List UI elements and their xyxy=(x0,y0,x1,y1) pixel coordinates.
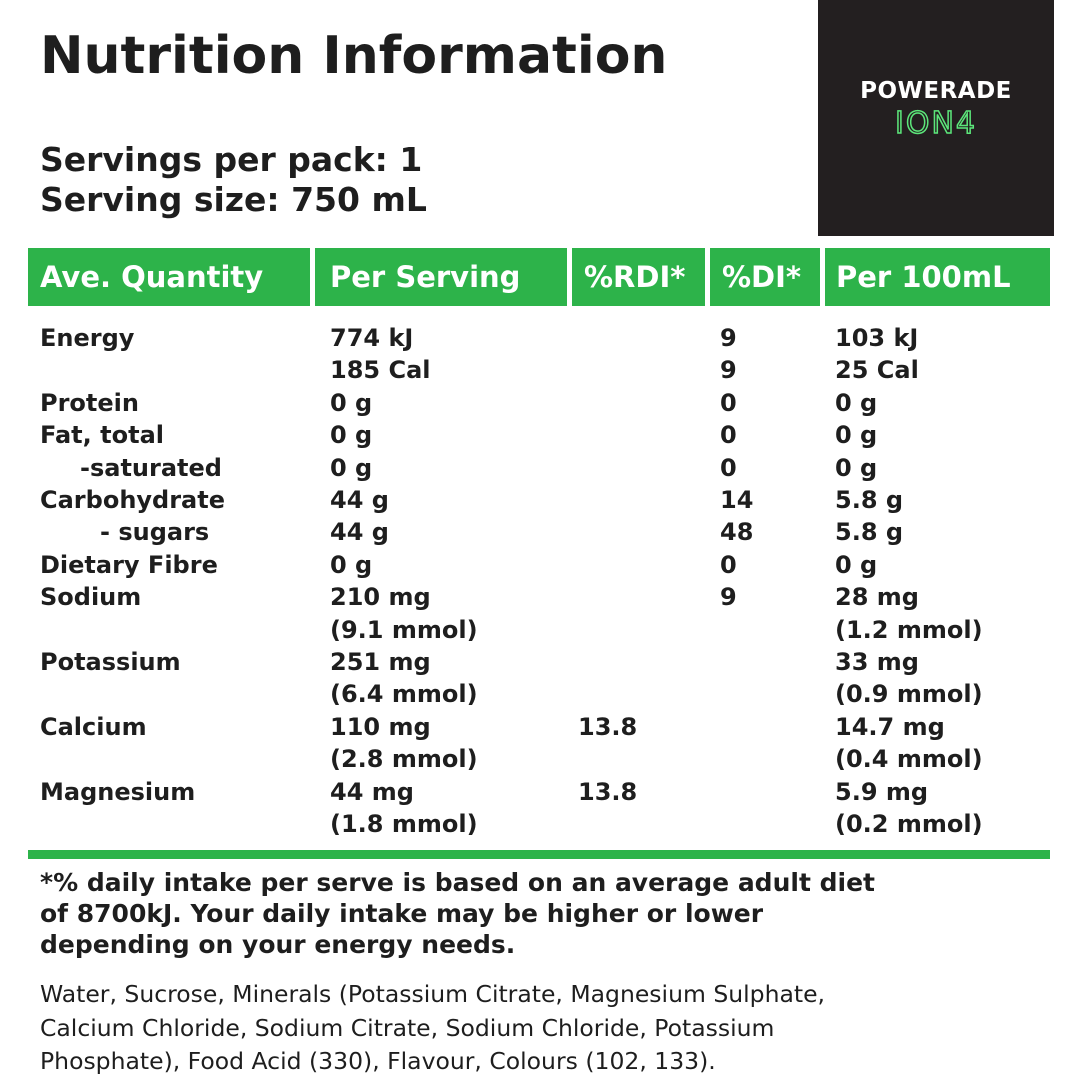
ingredients-line: Water, Sucrose, Minerals (Potassium Citr… xyxy=(40,980,826,1008)
value-cell: 0 g xyxy=(330,550,373,579)
nutrient-name: Potassium xyxy=(40,648,181,676)
value-cell: 0 xyxy=(720,550,737,579)
value-cell: 9 xyxy=(720,324,737,352)
value-cell: (0.2 mmol) xyxy=(835,810,983,838)
nutrient-name: Protein xyxy=(40,388,139,417)
value-cell: 9 xyxy=(720,583,737,612)
value-cell: 44 g xyxy=(330,486,389,514)
divider xyxy=(28,850,1050,859)
nutrient-name: Energy xyxy=(40,324,135,352)
nutrient-name: - sugars xyxy=(100,518,210,547)
value-cell: (0.9 mmol) xyxy=(835,680,983,709)
header-cell: Per 100mL xyxy=(836,260,1011,294)
value-cell: 774 kJ xyxy=(330,324,414,352)
value-cell: 13.8 xyxy=(578,712,638,741)
header-separator xyxy=(567,248,572,306)
value-cell: 210 mg xyxy=(330,583,431,612)
nutrient-name: Fat, total xyxy=(40,421,164,450)
value-cell: (0.4 mmol) xyxy=(835,745,983,774)
value-cell: (1.8 mmol) xyxy=(330,810,478,838)
header-separator xyxy=(820,248,825,306)
header-cell: %RDI* xyxy=(584,260,686,294)
value-cell: 103 kJ xyxy=(835,324,919,352)
value-cell: (9.1 mmol) xyxy=(330,615,478,644)
servings-per-pack: Servings per pack: 1 xyxy=(40,140,423,179)
value-cell: 5.9 mg xyxy=(835,777,929,806)
header-separator xyxy=(310,248,315,306)
value-cell: (6.4 mmol) xyxy=(330,680,478,709)
serving-size: Serving size: 750 mL xyxy=(40,180,427,219)
footnote-line: *% daily intake per serve is based on an… xyxy=(40,868,875,897)
value-cell: 0 xyxy=(720,388,737,417)
value-cell: 14.7 mg xyxy=(835,712,945,741)
value-cell: (1.2 mmol) xyxy=(835,615,983,644)
value-cell: 14 xyxy=(720,486,754,514)
logo: POWERADE ION4 xyxy=(818,0,1054,236)
value-cell: 0 xyxy=(720,421,737,450)
value-cell: 28 mg xyxy=(835,583,919,612)
product: ION4 xyxy=(894,105,977,142)
value-cell: 25 Cal xyxy=(835,356,919,385)
nutrient-name: Dietary Fibre xyxy=(40,550,218,579)
nutrient-name: Magnesium xyxy=(40,777,196,806)
value-cell: 251 mg xyxy=(330,648,431,676)
header-separator xyxy=(705,248,710,306)
value-cell: 0 g xyxy=(835,421,878,450)
value-cell: 0 g xyxy=(835,388,878,417)
value-cell: 110 mg xyxy=(330,712,431,741)
value-cell: 185 Cal xyxy=(330,356,431,385)
ingredients-line: Phosphate), Food Acid (330), Flavour, Co… xyxy=(40,1047,716,1075)
nutrient-name: -saturated xyxy=(80,453,222,482)
value-cell: 5.8 g xyxy=(835,518,904,547)
value-cell: 5.8 g xyxy=(835,486,904,514)
value-cell: 9 xyxy=(720,356,737,385)
value-cell: 44 g xyxy=(330,518,389,547)
nutrient-name: Sodium xyxy=(40,583,142,612)
value-cell: 0 g xyxy=(330,453,373,482)
value-cell: 48 xyxy=(720,518,754,547)
brand: POWERADE xyxy=(860,78,1012,104)
value-cell: 0 xyxy=(720,453,737,482)
value-cell: 13.8 xyxy=(578,777,638,806)
nutrient-name: Carbohydrate xyxy=(40,486,226,514)
nutrient-name: Calcium xyxy=(40,712,147,741)
value-cell: 0 g xyxy=(330,388,373,417)
value-cell: 44 mg xyxy=(330,777,414,806)
header-cell: Ave. Quantity xyxy=(40,260,264,294)
value-cell: (2.8 mmol) xyxy=(330,745,478,774)
value-cell: 0 g xyxy=(835,453,878,482)
footnote-line: depending on your energy needs. xyxy=(40,930,516,959)
value-cell: 0 g xyxy=(330,421,373,450)
header-cell: Per Serving xyxy=(330,260,521,294)
footnote-line: of 8700kJ. Your daily intake may be high… xyxy=(40,899,764,928)
title: Nutrition Information xyxy=(40,26,668,86)
table-header xyxy=(28,248,1050,306)
header-cell: %DI* xyxy=(722,260,802,294)
value-cell: 0 g xyxy=(835,550,878,579)
ingredients-line: Calcium Chloride, Sodium Citrate, Sodium… xyxy=(40,1013,775,1042)
value-cell: 33 mg xyxy=(835,648,919,676)
